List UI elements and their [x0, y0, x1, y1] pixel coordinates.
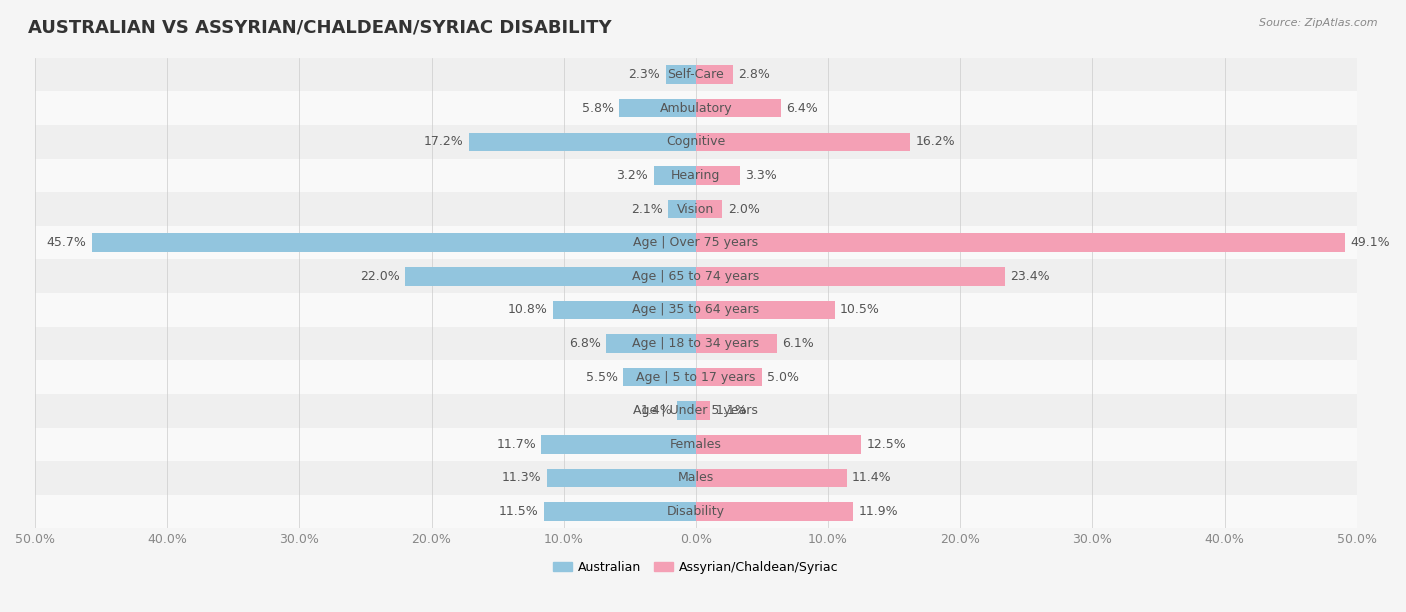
Text: 16.2%: 16.2% — [915, 135, 955, 148]
Text: 11.5%: 11.5% — [499, 505, 538, 518]
Bar — [35, 58, 1357, 91]
Text: 5.5%: 5.5% — [586, 371, 617, 384]
Text: 3.3%: 3.3% — [745, 169, 776, 182]
Text: 23.4%: 23.4% — [1011, 270, 1050, 283]
Bar — [668, 200, 696, 218]
Text: Age | 65 to 74 years: Age | 65 to 74 years — [633, 270, 759, 283]
Bar — [678, 401, 696, 420]
Text: Age | Under 5 years: Age | Under 5 years — [634, 404, 758, 417]
Bar — [696, 502, 853, 521]
Bar — [35, 461, 1357, 494]
Bar — [696, 435, 860, 453]
Text: 6.4%: 6.4% — [786, 102, 817, 115]
Text: Age | 18 to 34 years: Age | 18 to 34 years — [633, 337, 759, 350]
Text: Self-Care: Self-Care — [668, 68, 724, 81]
Bar — [35, 293, 1357, 327]
Bar — [696, 166, 740, 185]
Text: 12.5%: 12.5% — [866, 438, 907, 451]
Text: 6.8%: 6.8% — [569, 337, 600, 350]
Text: 2.8%: 2.8% — [738, 68, 770, 81]
Text: 5.0%: 5.0% — [768, 371, 799, 384]
Bar — [544, 502, 696, 521]
Text: Hearing: Hearing — [671, 169, 721, 182]
Text: Males: Males — [678, 471, 714, 485]
Text: 49.1%: 49.1% — [1350, 236, 1391, 249]
Bar — [91, 233, 696, 252]
Bar — [468, 133, 696, 151]
Bar — [541, 435, 696, 453]
Bar — [35, 159, 1357, 192]
Text: Ambulatory: Ambulatory — [659, 102, 733, 115]
Bar — [35, 360, 1357, 394]
Text: 3.2%: 3.2% — [617, 169, 648, 182]
Text: Age | Over 75 years: Age | Over 75 years — [633, 236, 758, 249]
Text: Females: Females — [671, 438, 721, 451]
Bar — [619, 99, 696, 118]
Text: 11.9%: 11.9% — [859, 505, 898, 518]
Text: Disability: Disability — [666, 505, 725, 518]
Bar — [696, 133, 910, 151]
Bar — [35, 259, 1357, 293]
Bar — [35, 125, 1357, 159]
Text: 45.7%: 45.7% — [46, 236, 87, 249]
Text: 1.4%: 1.4% — [640, 404, 672, 417]
Legend: Australian, Assyrian/Chaldean/Syriac: Australian, Assyrian/Chaldean/Syriac — [548, 556, 844, 578]
Bar — [696, 200, 723, 218]
Text: Source: ZipAtlas.com: Source: ZipAtlas.com — [1260, 18, 1378, 28]
Bar — [35, 394, 1357, 428]
Bar — [696, 401, 710, 420]
Bar — [696, 233, 1346, 252]
Bar — [623, 368, 696, 386]
Bar — [665, 65, 696, 84]
Bar — [35, 226, 1357, 259]
Text: 22.0%: 22.0% — [360, 270, 399, 283]
Bar — [606, 334, 696, 353]
Bar — [696, 300, 835, 319]
Bar — [35, 494, 1357, 528]
Text: 1.1%: 1.1% — [716, 404, 748, 417]
Text: 10.5%: 10.5% — [839, 304, 880, 316]
Bar — [35, 327, 1357, 360]
Bar — [696, 267, 1005, 286]
Text: 11.7%: 11.7% — [496, 438, 536, 451]
Bar — [35, 428, 1357, 461]
Bar — [547, 469, 696, 487]
Bar — [696, 469, 846, 487]
Text: 2.1%: 2.1% — [631, 203, 662, 215]
Text: Age | 5 to 17 years: Age | 5 to 17 years — [637, 371, 755, 384]
Bar — [696, 99, 780, 118]
Text: 5.8%: 5.8% — [582, 102, 614, 115]
Text: 17.2%: 17.2% — [423, 135, 463, 148]
Text: 6.1%: 6.1% — [782, 337, 814, 350]
Bar — [696, 65, 733, 84]
Text: 2.3%: 2.3% — [628, 68, 661, 81]
Bar — [35, 91, 1357, 125]
Text: Age | 35 to 64 years: Age | 35 to 64 years — [633, 304, 759, 316]
Text: 11.4%: 11.4% — [852, 471, 891, 485]
Text: 2.0%: 2.0% — [728, 203, 759, 215]
Text: Cognitive: Cognitive — [666, 135, 725, 148]
Text: 10.8%: 10.8% — [508, 304, 548, 316]
Text: Vision: Vision — [678, 203, 714, 215]
Bar — [696, 368, 762, 386]
Bar — [696, 334, 776, 353]
Text: 11.3%: 11.3% — [502, 471, 541, 485]
Bar — [654, 166, 696, 185]
Bar — [405, 267, 696, 286]
Text: AUSTRALIAN VS ASSYRIAN/CHALDEAN/SYRIAC DISABILITY: AUSTRALIAN VS ASSYRIAN/CHALDEAN/SYRIAC D… — [28, 18, 612, 36]
Bar — [553, 300, 696, 319]
Bar — [35, 192, 1357, 226]
